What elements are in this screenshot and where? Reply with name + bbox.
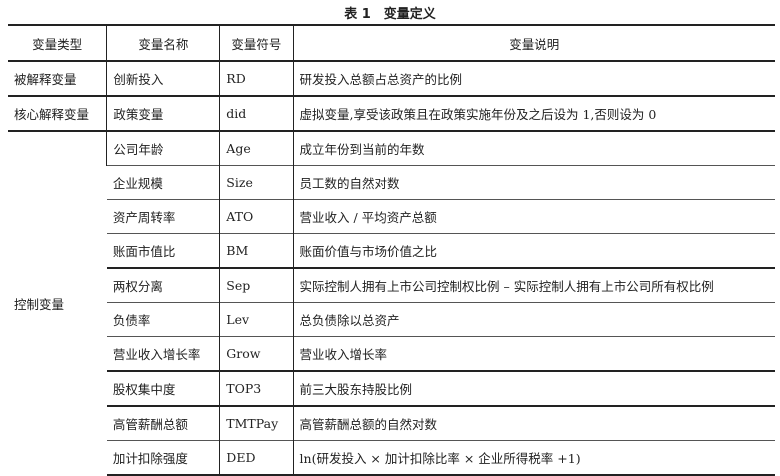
variable-desc: 总负债除以总资产	[292, 302, 775, 337]
variable-type: 核心解释变量	[8, 95, 107, 131]
variable-symbol: Sep	[219, 267, 294, 303]
header-desc: 变量说明	[292, 24, 775, 62]
variable-name: 公司年龄	[106, 130, 220, 166]
table-row: 加计扣除强度 DED ln(研发投入 × 加计扣除比率 × 企业所得税率 +1)	[8, 440, 775, 476]
header-row: 变量类型 变量名称 变量符号 变量说明	[8, 24, 775, 62]
table-row: 核心解释变量 政策变量 did 虚拟变量,享受该政策且在政策实施年份及之后设为 1,否…	[8, 95, 775, 131]
header-symbol: 变量符号	[219, 24, 294, 62]
table-row: 股权集中度 TOP3 前三大股东持股比例	[8, 370, 775, 406]
variable-symbol: Lev	[219, 302, 294, 337]
table-title: 表 1 变量定义	[344, 7, 436, 22]
variable-symbol: Grow	[219, 336, 294, 371]
variable-desc: 研发投入总额占总资产的比例	[292, 60, 775, 96]
variable-type: 控制变量	[8, 130, 107, 475]
header-type: 变量类型	[8, 24, 107, 62]
variable-name: 账面市值比	[106, 233, 220, 268]
variable-desc: 员工数的自然对数	[292, 165, 775, 200]
variable-desc: 成立年份到当前的年数	[292, 130, 775, 166]
variable-type: 被解释变量	[8, 60, 107, 96]
variable-name: 创新投入	[106, 60, 220, 96]
variable-symbol: TMTPay	[219, 405, 294, 441]
variable-name: 股权集中度	[106, 370, 220, 406]
variable-symbol: ATO	[219, 199, 294, 234]
table-row: 两权分离 Sep 实际控制人拥有上市公司控制权比例 – 实际控制人拥有上市公司所有权…	[8, 267, 775, 303]
variable-desc: 前三大股东持股比例	[292, 370, 775, 406]
header-name: 变量名称	[106, 24, 220, 62]
table-row: 负债率 Lev 总负债除以总资产	[8, 302, 775, 337]
variable-name: 资产周转率	[106, 199, 220, 234]
variable-name: 加计扣除强度	[106, 440, 220, 476]
variable-symbol: did	[219, 95, 294, 131]
table-row: 高管薪酬总额 TMTPay 高管薪酬总额的自然对数	[8, 405, 775, 441]
variable-name: 政策变量	[106, 95, 220, 131]
variable-name: 高管薪酬总额	[106, 405, 220, 441]
variable-symbol: Age	[219, 130, 294, 166]
variable-symbol: TOP3	[219, 370, 294, 406]
variable-definition-table: 变量类型 变量名称 变量符号 变量说明 被解释变量 创新投入 RD 研发投入总额占总资…	[8, 24, 775, 476]
table-row: 控制变量 公司年龄 Age 成立年份到当前的年数	[8, 130, 775, 475]
table-row: 账面市值比 BM 账面价值与市场价值之比	[8, 233, 775, 268]
variable-symbol: Size	[219, 165, 294, 200]
variable-desc: ln(研发投入 × 加计扣除比率 × 企业所得税率 +1)	[292, 440, 775, 476]
variable-name: 负债率	[106, 302, 220, 337]
variable-desc: 虚拟变量,享受该政策且在政策实施年份及之后设为 1,否则设为 0	[292, 95, 775, 131]
variable-name: 企业规模	[106, 165, 220, 200]
variable-name: 营业收入增长率	[106, 336, 220, 371]
variable-desc: 营业收入增长率	[292, 336, 775, 371]
variable-desc: 高管薪酬总额的自然对数	[292, 405, 775, 441]
table-row: 营业收入增长率 Grow 营业收入增长率	[8, 336, 775, 371]
variable-desc: 营业收入 / 平均资产总额	[292, 199, 775, 234]
table-row: 资产周转率 ATO 营业收入 / 平均资产总额	[8, 199, 775, 234]
variable-desc: 账面价值与市场价值之比	[292, 233, 775, 268]
variable-symbol: DED	[219, 440, 294, 476]
variable-desc: 实际控制人拥有上市公司控制权比例 – 实际控制人拥有上市公司所有权比例	[292, 267, 775, 303]
variable-symbol: BM	[219, 233, 294, 268]
table-row: 企业规模 Size 员工数的自然对数	[8, 165, 775, 200]
variable-name: 两权分离	[106, 267, 220, 303]
table-row: 被解释变量 创新投入 RD 研发投入总额占总资产的比例	[8, 60, 775, 96]
variable-symbol: RD	[219, 60, 294, 96]
